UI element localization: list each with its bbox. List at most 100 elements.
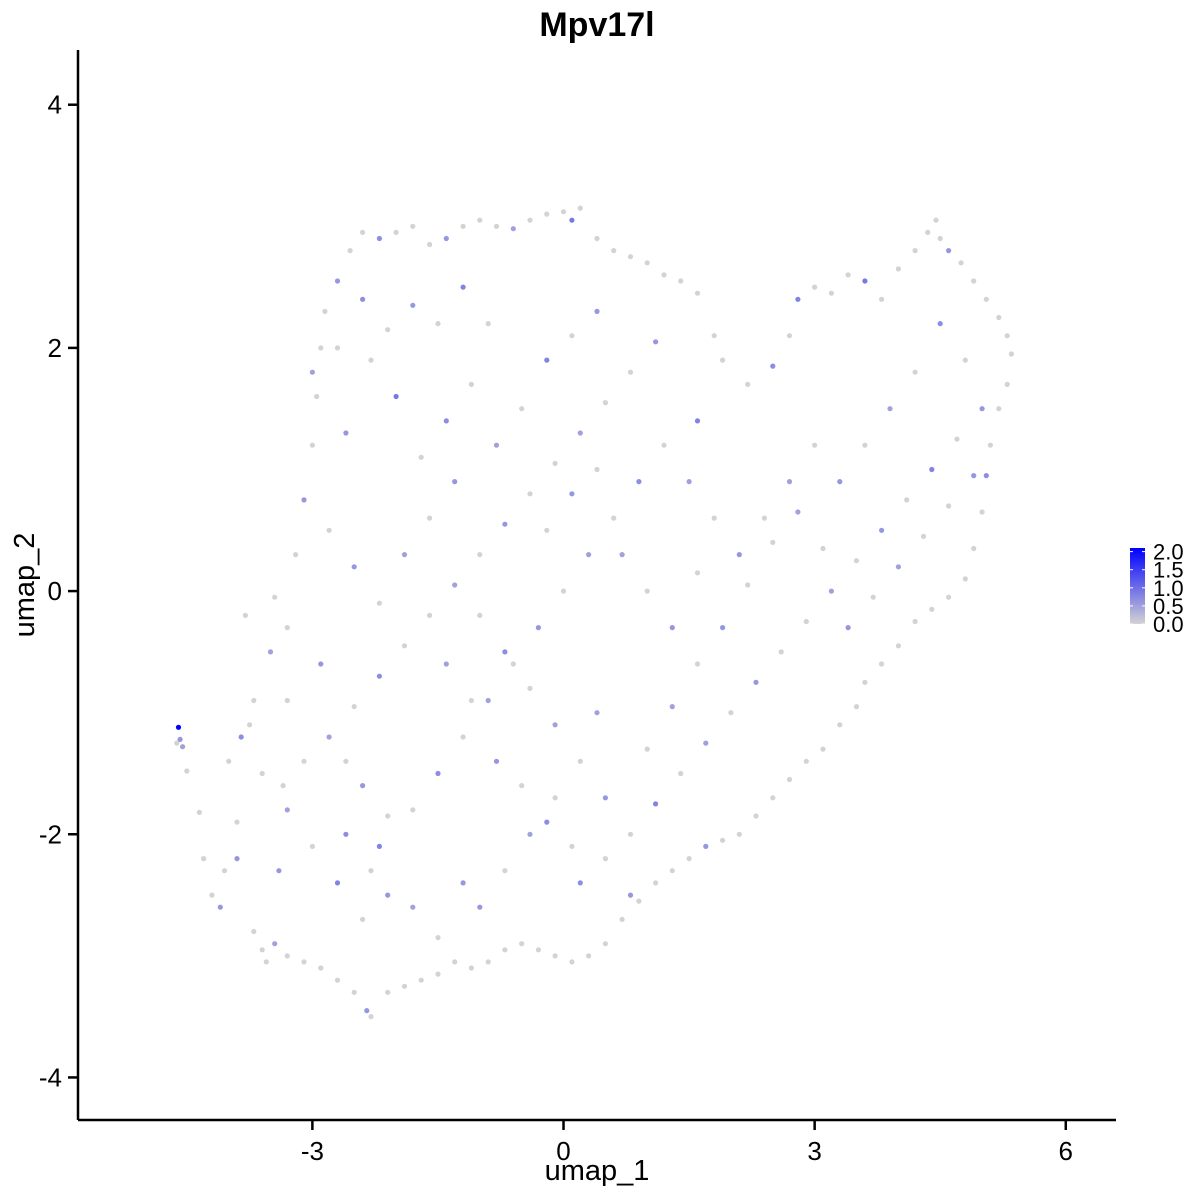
cell-point-72: [983, 296, 989, 302]
cell-point-190: [937, 321, 943, 327]
cell-point-95: [753, 813, 759, 819]
cell-point-69: [946, 248, 952, 254]
cell-point-11: [238, 734, 244, 740]
cell-point-70: [958, 260, 964, 266]
colorbar-tick-label: 0.5: [1153, 594, 1184, 619]
cell-point-56: [770, 363, 776, 369]
cell-point-247: [368, 868, 374, 874]
cell-point-149: [493, 442, 500, 448]
cell-point-145: [343, 430, 349, 436]
cell-point-71: [971, 278, 977, 284]
cell-point-239: [870, 594, 876, 600]
cell-point-42: [560, 209, 567, 215]
cell-point-221: [267, 649, 274, 655]
cell-point-26: [318, 345, 324, 351]
cell-point-55: [745, 381, 751, 387]
cell-point-208: [485, 697, 491, 704]
cell-point-74: [1004, 333, 1010, 339]
cell-point-220: [251, 697, 257, 704]
cell-point-165: [401, 552, 408, 558]
cell-point-166: [427, 515, 433, 521]
cell-point-93: [786, 776, 793, 783]
cell-point-251: [544, 527, 550, 533]
cell-point-10: [234, 819, 240, 825]
colorbar-tick-label: 1.0: [1153, 576, 1184, 601]
cell-point-264: [594, 710, 600, 716]
cell-point-205: [560, 588, 567, 594]
cell-point-174: [627, 831, 634, 837]
cell-point-246: [343, 831, 349, 837]
cell-point-134: [452, 582, 458, 588]
cell-point-130: [351, 704, 357, 710]
x-tick-label: -3: [301, 1136, 324, 1166]
cell-point-110: [502, 947, 508, 953]
cell-point-252: [569, 491, 575, 497]
cell-point-44: [577, 205, 583, 211]
cell-point-51: [694, 290, 701, 296]
cell-point-89: [853, 704, 860, 710]
cell-point-129: [326, 734, 332, 740]
cell-point-23: [301, 497, 307, 503]
cell-point-92: [803, 758, 809, 764]
cell-point-144: [368, 357, 374, 363]
cell-point-243: [971, 473, 977, 479]
cell-point-46: [611, 248, 617, 254]
cell-point-139: [577, 430, 583, 436]
cell-point-52: [711, 333, 717, 339]
cell-point-0: [175, 724, 182, 730]
cell-point-183: [853, 558, 860, 564]
cell-point-43: [569, 217, 575, 223]
cell-point-228: [602, 856, 609, 862]
cell-point-133: [427, 612, 433, 619]
cell-point-79: [983, 473, 989, 479]
cell-point-218: [234, 856, 240, 862]
cell-point-215: [309, 843, 315, 850]
cell-point-57: [786, 333, 793, 339]
cell-point-162: [326, 527, 332, 533]
cell-point-141: [627, 369, 634, 375]
cell-point-214: [334, 880, 341, 886]
cell-point-34: [427, 241, 433, 248]
cell-point-88: [862, 679, 868, 685]
cell-point-196: [786, 479, 793, 485]
cell-point-163: [351, 564, 357, 570]
x-tick-label: 3: [807, 1136, 821, 1166]
cell-point-20: [284, 625, 290, 631]
cell-point-223: [477, 904, 483, 910]
cell-point-160: [334, 345, 341, 351]
cell-point-137: [527, 491, 533, 497]
x-axis-title: umap_1: [545, 1155, 650, 1187]
cell-point-186: [929, 466, 935, 473]
cell-point-67: [933, 217, 939, 223]
cell-point-29: [347, 248, 353, 254]
cell-point-207: [510, 661, 516, 667]
cell-point-169: [502, 649, 508, 655]
cell-point-127: [360, 783, 366, 789]
cell-point-242: [946, 503, 952, 509]
cell-point-187: [954, 436, 960, 442]
cell-point-54: [720, 357, 726, 363]
cell-point-16: [272, 941, 278, 947]
cell-point-203: [611, 515, 617, 521]
cell-point-48: [644, 260, 650, 266]
cell-point-184: [879, 527, 885, 533]
cell-point-213: [360, 916, 366, 923]
cell-point-219: [226, 758, 232, 764]
cell-point-61: [845, 272, 851, 278]
cell-point-24: [309, 442, 315, 448]
cell-point-261: [519, 783, 525, 789]
cell-point-94: [770, 795, 776, 801]
cell-point-241: [920, 533, 927, 540]
cell-point-195: [812, 442, 818, 448]
cell-point-244: [318, 661, 324, 667]
cell-point-260: [493, 758, 500, 764]
cell-point-14: [259, 947, 265, 953]
cell-point-171: [552, 722, 558, 728]
cell-point-117: [385, 989, 391, 995]
cell-point-253: [594, 466, 600, 473]
cell-point-125: [376, 843, 382, 850]
cell-point-19: [284, 697, 290, 704]
cell-point-75: [1008, 351, 1015, 357]
cell-point-5: [196, 809, 202, 816]
cell-point-172: [577, 758, 583, 764]
